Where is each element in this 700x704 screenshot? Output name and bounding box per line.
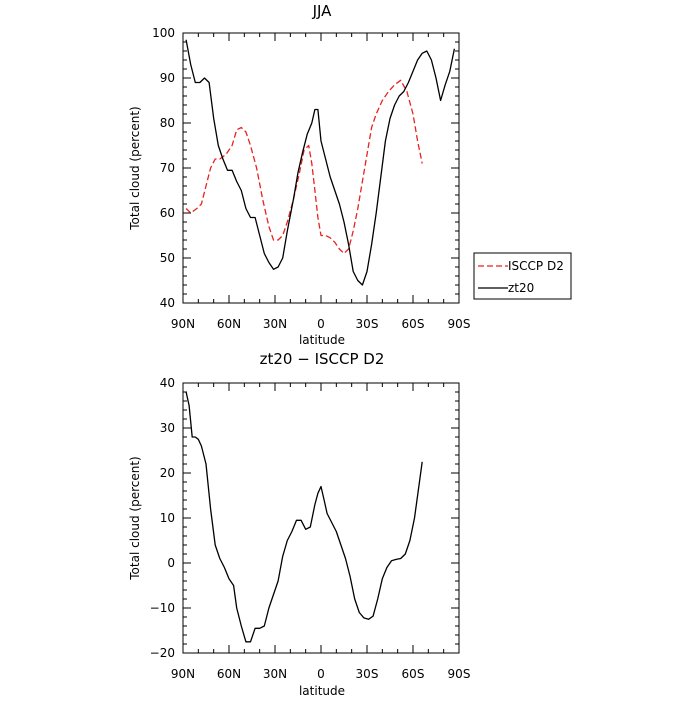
top-x-tick-label: 30N	[263, 317, 287, 331]
top-x-tick-label: 60N	[217, 317, 241, 331]
bottom-y-tick-label: −20	[150, 646, 175, 660]
top-y-tick-label: 60	[160, 206, 175, 220]
bottom-x-axis-label: latitude	[299, 684, 345, 698]
top-panel: JJA latitude Total cloud (percent) 90N 60…	[128, 2, 572, 347]
bottom-x-tick-label: 30S	[356, 667, 379, 681]
legend-label-zt20: zt20	[508, 281, 534, 295]
top-y-tick-label: 100	[152, 26, 175, 40]
bottom-panel: zt20 − ISCCP D2 latitude Total cloud (pe…	[128, 350, 470, 698]
top-x-axis-label: latitude	[299, 333, 345, 347]
bottom-ticks: 90N 60N 30N 0 30S 60S 90S −20 −10 0 10 20 30 40	[150, 376, 471, 681]
top-x-tick-label: 90S	[448, 317, 471, 331]
bottom-x-tick-label: 60N	[217, 667, 241, 681]
top-x-tick-label: 30S	[356, 317, 379, 331]
legend-box	[473, 252, 572, 300]
bottom-y-tick-label: 30	[160, 421, 175, 435]
top-ticks: 90N 60N 30N 0 30S 60S 90S 40 50 60 70 80 90 100	[152, 26, 470, 331]
bottom-x-tick-label: 30N	[263, 667, 287, 681]
top-x-tick-label: 60S	[402, 317, 425, 331]
top-plot-frame	[182, 32, 460, 304]
bottom-y-tick-label: −10	[150, 601, 175, 615]
bottom-x-tick-label: 0	[317, 667, 325, 681]
top-series-line-isccp-d2	[185, 79, 423, 255]
top-x-tick-label: 0	[317, 317, 325, 331]
bottom-y-axis-label: Total cloud (percent)	[128, 456, 142, 580]
bottom-y-tick-label: 0	[167, 556, 175, 570]
bottom-y-tick-label: 40	[160, 376, 175, 390]
top-chart-title: JJA	[312, 2, 333, 20]
bottom-series	[185, 391, 423, 643]
bottom-plot-frame	[182, 382, 460, 654]
bottom-series-line-series-0	[185, 391, 423, 643]
legend-label-isccp-d2: ISCCP D2	[508, 259, 564, 273]
bottom-y-tick-label: 10	[160, 511, 175, 525]
top-legend: ISCCP D2 zt20	[473, 252, 572, 300]
top-series-line-zt20	[185, 39, 456, 286]
top-y-tick-label: 80	[160, 116, 175, 130]
bottom-y-tick-label: 20	[160, 466, 175, 480]
bottom-x-tick-label: 60S	[402, 667, 425, 681]
top-y-tick-label: 40	[160, 296, 175, 310]
top-x-tick-label: 90N	[171, 317, 195, 331]
bottom-chart-title: zt20 − ISCCP D2	[260, 350, 385, 368]
top-y-tick-label: 50	[160, 251, 175, 265]
top-y-axis-label: Total cloud (percent)	[128, 106, 142, 230]
top-y-tick-label: 90	[160, 71, 175, 85]
top-series	[185, 39, 456, 286]
bottom-x-tick-label: 90S	[448, 667, 471, 681]
bottom-x-tick-label: 90N	[171, 667, 195, 681]
top-y-tick-label: 70	[160, 161, 175, 175]
